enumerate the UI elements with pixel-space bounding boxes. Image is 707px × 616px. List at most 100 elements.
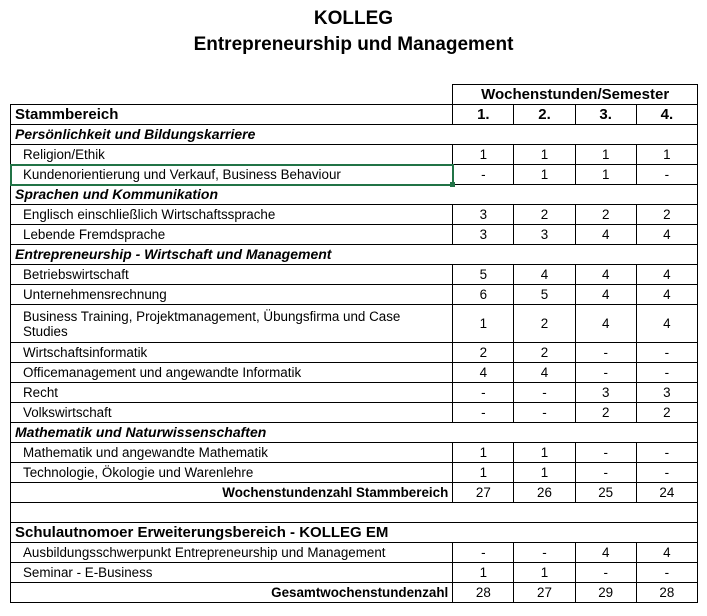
subject-label[interactable]: Englisch einschließlich Wirtschaftssprac… (9, 204, 454, 225)
hours-cell-semester-1[interactable]: 27 (452, 482, 515, 503)
subject-label[interactable]: Kundenorientierung und Verkauf, Business… (9, 163, 457, 188)
hours-cell-semester-4[interactable]: 4 (635, 304, 699, 343)
hours-cell-semester-1[interactable]: 1 (452, 462, 515, 483)
hours-cell-semester-1[interactable]: - (452, 542, 515, 563)
hours-cell-semester-4[interactable]: 28 (635, 582, 699, 603)
total-label[interactable]: Gesamtwochenstundenzahl (9, 582, 454, 603)
table-row: Business Training, Projektmanagement, Üb… (9, 304, 699, 343)
hours-cell-semester-1[interactable]: 28 (452, 582, 515, 603)
hours-cell-semester-2[interactable]: 2 (513, 204, 576, 225)
hours-cell-semester-3[interactable]: 2 (574, 402, 637, 423)
subject-label[interactable]: Betriebswirtschaft (9, 264, 454, 285)
hours-cell-semester-4[interactable]: - (635, 562, 699, 583)
semester-header-1[interactable]: 1. (452, 104, 515, 125)
hours-cell-semester-2[interactable]: 2 (513, 304, 576, 343)
hours-cell-semester-2[interactable]: 2 (513, 342, 576, 363)
subject-label[interactable]: Business Training, Projektmanagement, Üb… (9, 304, 454, 343)
hours-cell-semester-4[interactable]: - (635, 442, 699, 463)
hours-cell-semester-2[interactable]: 4 (513, 362, 576, 383)
hours-cell-semester-4[interactable]: 4 (635, 224, 699, 245)
section-label[interactable]: Persönlichkeit und Bildungskarriere (10, 124, 698, 145)
hours-cell-semester-3[interactable]: 25 (574, 482, 637, 503)
hours-cell-semester-1[interactable]: 3 (452, 224, 515, 245)
subject-label[interactable]: Religion/Ethik (9, 144, 454, 165)
hours-cell-semester-4[interactable]: 2 (635, 402, 699, 423)
hours-cell-semester-2[interactable]: - (513, 382, 576, 403)
header-group-label[interactable]: Wochenstunden/Semester (452, 84, 698, 105)
hours-cell-semester-1[interactable]: - (452, 402, 515, 423)
hours-cell-semester-4[interactable]: 24 (635, 482, 699, 503)
semester-header-2[interactable]: 2. (513, 104, 576, 125)
hours-cell-semester-2[interactable]: 4 (513, 264, 576, 285)
hours-cell-semester-2[interactable]: 1 (513, 144, 576, 165)
hours-cell-semester-4[interactable]: - (635, 462, 699, 483)
hours-cell-semester-2[interactable]: 1 (513, 462, 576, 483)
hours-cell-semester-2[interactable]: 1 (513, 442, 576, 463)
hours-cell-semester-3[interactable]: 1 (574, 164, 637, 185)
subject-label[interactable]: Ausbildungsschwerpunkt Entrepreneurship … (9, 542, 454, 563)
hours-cell-semester-1[interactable]: 2 (452, 342, 515, 363)
hours-cell-semester-2[interactable]: 1 (513, 164, 576, 185)
hours-cell-semester-3[interactable]: - (574, 342, 637, 363)
hours-cell-semester-3[interactable]: 29 (574, 582, 637, 603)
section-label[interactable]: Sprachen und Kommunikation (10, 184, 698, 205)
hours-cell-semester-4[interactable]: - (635, 164, 699, 185)
hours-cell-semester-1[interactable]: 5 (452, 264, 515, 285)
subject-label[interactable]: Wirtschaftsinformatik (9, 342, 454, 363)
section-label[interactable]: Schulautnomoer Erweiterungsbereich - KOL… (10, 522, 698, 543)
hours-cell-semester-3[interactable]: 3 (574, 382, 637, 403)
hours-cell-semester-3[interactable]: 4 (574, 542, 637, 563)
hours-cell-semester-2[interactable]: 27 (513, 582, 576, 603)
hours-cell-semester-4[interactable]: 1 (635, 144, 699, 165)
hours-cell-semester-4[interactable]: - (635, 342, 699, 363)
blank-row (10, 502, 698, 523)
hours-cell-semester-4[interactable]: 4 (635, 542, 699, 563)
hours-cell-semester-3[interactable]: - (574, 462, 637, 483)
hours-cell-semester-2[interactable]: 26 (513, 482, 576, 503)
header-label[interactable]: Stammbereich (9, 104, 454, 125)
hours-cell-semester-1[interactable]: 1 (452, 562, 515, 583)
section-label[interactable]: Mathematik und Naturwissenschaften (10, 422, 698, 443)
hours-cell-semester-1[interactable]: 1 (452, 304, 515, 343)
hours-cell-semester-1[interactable]: 4 (452, 362, 515, 383)
hours-cell-semester-2[interactable]: 5 (513, 284, 576, 305)
hours-cell-semester-4[interactable]: - (635, 362, 699, 383)
semester-header-4[interactable]: 4. (635, 104, 699, 125)
hours-cell-semester-1[interactable]: - (452, 164, 515, 185)
hours-cell-semester-1[interactable]: 3 (452, 204, 515, 225)
subject-label[interactable]: Officemanagement und angewandte Informat… (9, 362, 454, 383)
hours-cell-semester-4[interactable]: 4 (635, 264, 699, 285)
hours-cell-semester-3[interactable]: 1 (574, 144, 637, 165)
subject-label[interactable]: Mathematik und angewandte Mathematik (9, 442, 454, 463)
hours-cell-semester-3[interactable]: 4 (574, 284, 637, 305)
hours-cell-semester-4[interactable]: 3 (635, 382, 699, 403)
hours-cell-semester-2[interactable]: - (513, 542, 576, 563)
blank-cell[interactable] (10, 502, 698, 523)
hours-cell-semester-2[interactable]: 1 (513, 562, 576, 583)
hours-cell-semester-1[interactable]: 1 (452, 442, 515, 463)
hours-cell-semester-2[interactable]: 3 (513, 224, 576, 245)
hours-cell-semester-3[interactable]: - (574, 442, 637, 463)
hours-cell-semester-3[interactable]: 4 (574, 224, 637, 245)
hours-cell-semester-3[interactable]: 4 (574, 264, 637, 285)
hours-cell-semester-1[interactable]: - (452, 382, 515, 403)
subject-label[interactable]: Recht (9, 382, 454, 403)
hours-cell-semester-3[interactable]: 4 (574, 304, 637, 343)
subject-label[interactable]: Lebende Fremdsprache (9, 224, 454, 245)
subject-label[interactable]: Technologie, Ökologie und Warenlehre (9, 462, 454, 483)
subject-label[interactable]: Volkswirtschaft (9, 402, 454, 423)
hours-cell-semester-1[interactable]: 6 (452, 284, 515, 305)
subject-label[interactable]: Unternehmensrechnung (9, 284, 454, 305)
hours-cell-semester-3[interactable]: - (574, 562, 637, 583)
subject-label[interactable]: Seminar - E-Business (9, 562, 454, 583)
semester-header-3[interactable]: 3. (574, 104, 637, 125)
hours-cell-semester-3[interactable]: - (574, 362, 637, 383)
total-row: Gesamtwochenstundenzahl 28 27 29 28 (9, 582, 699, 603)
total-label[interactable]: Wochenstundenzahl Stammbereich (9, 482, 454, 503)
hours-cell-semester-1[interactable]: 1 (452, 144, 515, 165)
hours-cell-semester-4[interactable]: 4 (635, 284, 699, 305)
hours-cell-semester-4[interactable]: 2 (635, 204, 699, 225)
hours-cell-semester-3[interactable]: 2 (574, 204, 637, 225)
hours-cell-semester-2[interactable]: - (513, 402, 576, 423)
section-label[interactable]: Entrepreneurship - Wirtschaft und Manage… (10, 244, 698, 265)
